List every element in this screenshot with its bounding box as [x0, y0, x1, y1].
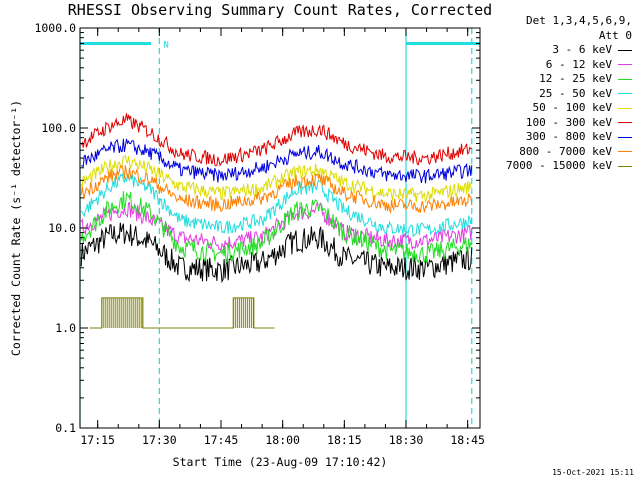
- series-line: [80, 222, 473, 284]
- legend-swatch: [618, 151, 632, 152]
- chart-title: RHESSI Observing Summary Count Rates, Co…: [67, 1, 493, 19]
- y-tick-label: 1.0: [55, 321, 76, 335]
- y-axis-label: Corrected Count Rate (s⁻¹ detector⁻¹): [9, 100, 23, 356]
- legend-label: 12 - 25 keV: [539, 72, 612, 85]
- series-line: [80, 154, 473, 203]
- legend-entry: 6 - 12 keV: [482, 58, 632, 73]
- legend-swatch: [618, 107, 632, 109]
- y-axis: 0.1 1.0 10.0 100.0 1000.0: [34, 21, 480, 435]
- series-line: [80, 165, 473, 215]
- legend-label: 25 - 50 keV: [539, 86, 612, 100]
- legend-label: 50 - 100 keV: [532, 101, 612, 114]
- legend-header: Det 1,3,4,5,6,9,: [526, 14, 632, 27]
- x-tick-label: 18:00: [265, 433, 300, 447]
- legend-swatch: [618, 49, 632, 51]
- legend-label: 100 - 300 keV: [525, 115, 612, 129]
- legend-swatch: [618, 78, 632, 80]
- x-tick-label: 17:30: [142, 433, 177, 447]
- legend-entry: 25 - 50 keV: [482, 87, 632, 102]
- x-axis: 17:15 17:30 17:45 18:00 18:15 18:30 18:45: [80, 28, 485, 447]
- legend-label: 800 - 7000 keV: [519, 144, 612, 158]
- series-line: [89, 297, 275, 329]
- legend-entry: 800 - 7000 keV: [482, 145, 632, 160]
- legend-swatch: [618, 93, 632, 94]
- legend-label: 300 - 800 keV: [525, 130, 612, 143]
- plot-area: N: [79, 28, 480, 428]
- x-tick-label: 17:15: [80, 433, 115, 447]
- legend-swatch: [618, 122, 632, 123]
- series-line: [80, 191, 473, 264]
- legend-label: 6 - 12 keV: [545, 57, 612, 71]
- legend-entry: 100 - 300 keV: [482, 116, 632, 131]
- legend-entry: 3 - 6 keV: [482, 43, 632, 58]
- legend: Det 1,3,4,5,6,9, Att 0 3 - 6 keV 6 - 12 k…: [482, 14, 632, 174]
- legend-swatch: [618, 64, 632, 65]
- flag-label: N: [163, 40, 168, 50]
- y-tick-label: 0.1: [55, 421, 76, 435]
- legend-att: Att 0: [598, 28, 632, 42]
- x-tick-label: 18:30: [389, 433, 424, 447]
- legend-swatch: [618, 165, 632, 167]
- y-tick-label: 100.0: [41, 121, 76, 135]
- legend-entry: 12 - 25 keV: [482, 72, 632, 87]
- series-line: [81, 138, 473, 184]
- series-line: [80, 172, 473, 238]
- x-tick-label: 18:45: [450, 433, 485, 447]
- footer-timestamp: 15-Oct-2021 15:11: [552, 468, 634, 477]
- legend-entry: 300 - 800 keV: [482, 130, 632, 145]
- y-tick-label: 1000.0: [34, 21, 76, 35]
- x-tick-label: 17:45: [204, 433, 239, 447]
- x-axis-label: Start Time (23-Aug-09 17:10:42): [173, 455, 388, 469]
- x-tick-label: 18:15: [327, 433, 362, 447]
- y-tick-label: 10.0: [48, 221, 76, 235]
- legend-label: 7000 - 15000 keV: [506, 159, 612, 172]
- legend-entry: 50 - 100 keV: [482, 101, 632, 116]
- series-line: [80, 113, 473, 167]
- legend-entry: 7000 - 15000 keV: [482, 159, 632, 174]
- legend-label: 3 - 6 keV: [552, 43, 612, 56]
- series-line: [80, 201, 473, 253]
- legend-swatch: [618, 136, 632, 138]
